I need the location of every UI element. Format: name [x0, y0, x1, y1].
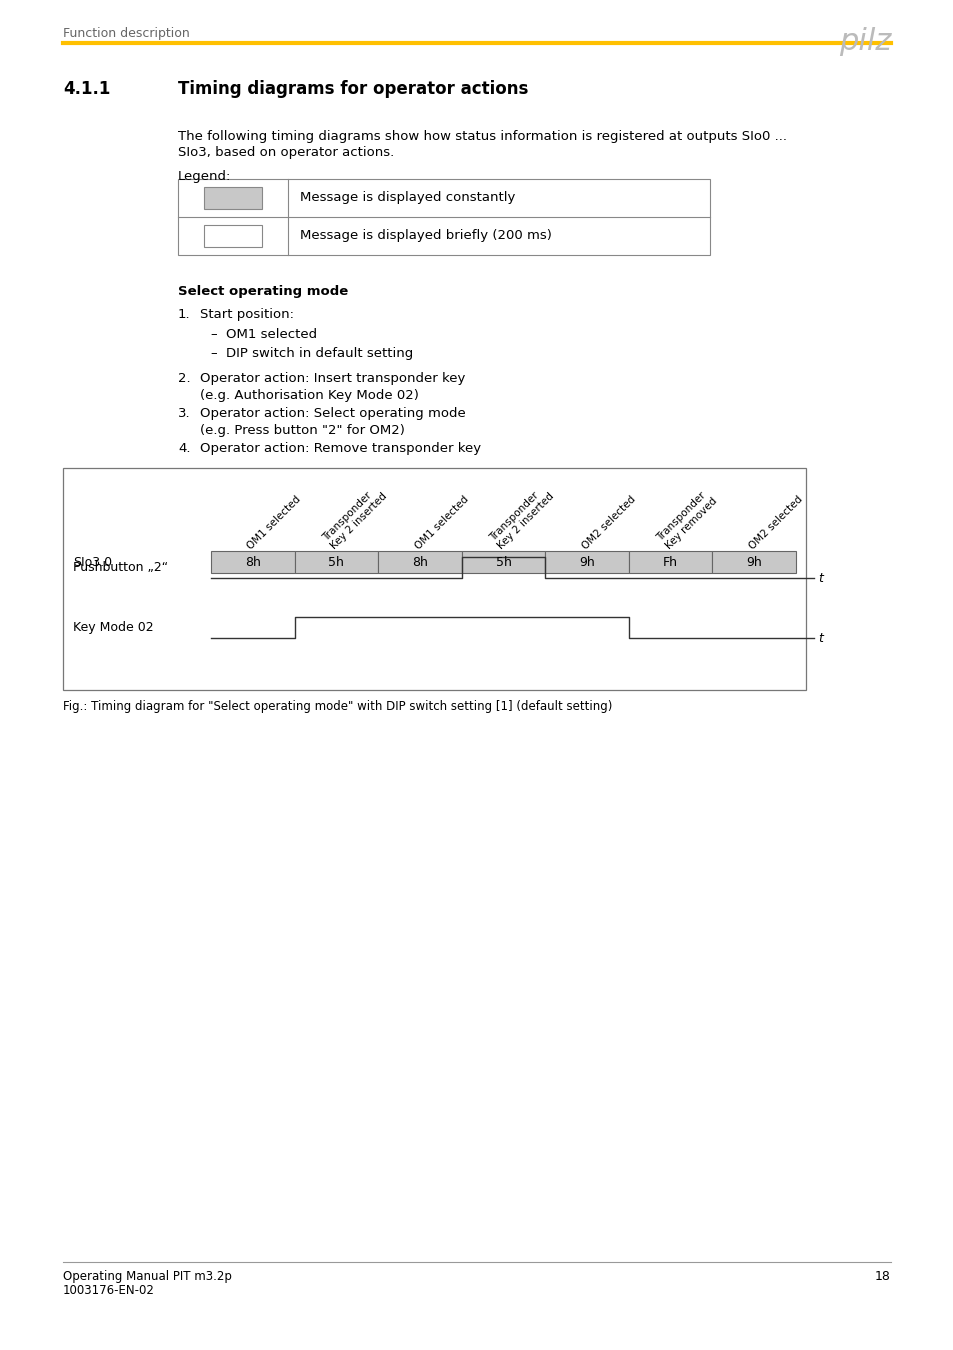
Text: SIo3.0: SIo3.0: [73, 555, 112, 568]
Text: Transponder
Key removed: Transponder Key removed: [655, 487, 718, 551]
Text: 2.: 2.: [178, 373, 191, 385]
Bar: [461, 551, 545, 572]
Text: Transponder
Key 2 inserted: Transponder Key 2 inserted: [488, 483, 556, 551]
Text: Legend:: Legend:: [178, 170, 232, 184]
Text: 8h: 8h: [245, 555, 260, 568]
Text: Operating Manual PIT m3.2p: Operating Manual PIT m3.2p: [63, 1270, 232, 1282]
Text: Key Mode 02: Key Mode 02: [73, 621, 153, 634]
Bar: [204, 188, 262, 209]
Bar: [377, 551, 461, 572]
Text: Operator action: Select operating mode: Operator action: Select operating mode: [200, 406, 465, 420]
Text: OM2 selected: OM2 selected: [746, 494, 803, 551]
Text: 1.: 1.: [178, 308, 191, 321]
Text: SIo3, based on operator actions.: SIo3, based on operator actions.: [178, 146, 394, 159]
Text: t: t: [817, 571, 822, 585]
Text: t: t: [817, 632, 822, 644]
Text: 4.: 4.: [178, 441, 191, 455]
Text: 5h: 5h: [328, 555, 344, 568]
Text: Operator action: Remove transponder key: Operator action: Remove transponder key: [200, 441, 480, 455]
Bar: [628, 551, 712, 572]
Text: Fh: Fh: [662, 555, 678, 568]
Text: The following timing diagrams show how status information is registered at outpu: The following timing diagrams show how s…: [178, 130, 786, 143]
Text: OM1 selected: OM1 selected: [246, 494, 303, 551]
Bar: [63, 468, 805, 690]
Text: DIP switch in default setting: DIP switch in default setting: [226, 347, 413, 360]
Text: Timing diagrams for operator actions: Timing diagrams for operator actions: [178, 80, 528, 99]
Bar: [712, 551, 795, 572]
Text: 3.: 3.: [178, 406, 191, 420]
Text: Operator action: Insert transponder key: Operator action: Insert transponder key: [200, 373, 465, 385]
Text: Pushbutton „2“: Pushbutton „2“: [73, 562, 168, 575]
Bar: [204, 225, 262, 247]
Text: Fig.: Timing diagram for "Select operating mode" with DIP switch setting [1] (de: Fig.: Timing diagram for "Select operati…: [63, 701, 612, 713]
Text: –: –: [210, 347, 216, 360]
Text: pilz: pilz: [838, 27, 890, 55]
Text: Select operating mode: Select operating mode: [178, 285, 348, 298]
Text: (e.g. Authorisation Key Mode 02): (e.g. Authorisation Key Mode 02): [200, 389, 418, 402]
Text: (e.g. Press button "2" for OM2): (e.g. Press button "2" for OM2): [200, 424, 404, 437]
Text: 1003176-EN-02: 1003176-EN-02: [63, 1284, 154, 1297]
Bar: [211, 551, 294, 572]
Text: 9h: 9h: [578, 555, 595, 568]
Text: 8h: 8h: [412, 555, 427, 568]
Bar: [294, 551, 377, 572]
Text: OM1 selected: OM1 selected: [226, 328, 316, 342]
Text: OM1 selected: OM1 selected: [413, 494, 470, 551]
Text: OM2 selected: OM2 selected: [579, 494, 637, 551]
Text: Transponder
Key 2 inserted: Transponder Key 2 inserted: [321, 483, 389, 551]
Text: –: –: [210, 328, 216, 342]
Text: Message is displayed briefly (200 ms): Message is displayed briefly (200 ms): [299, 230, 551, 243]
Text: Function description: Function description: [63, 27, 190, 40]
Text: Start position:: Start position:: [200, 308, 294, 321]
Bar: [545, 551, 628, 572]
Text: 5h: 5h: [495, 555, 511, 568]
Text: Message is displayed constantly: Message is displayed constantly: [299, 192, 515, 204]
Text: 4.1.1: 4.1.1: [63, 80, 111, 99]
Bar: [178, 180, 709, 255]
Text: 9h: 9h: [745, 555, 761, 568]
Text: 18: 18: [874, 1270, 890, 1282]
